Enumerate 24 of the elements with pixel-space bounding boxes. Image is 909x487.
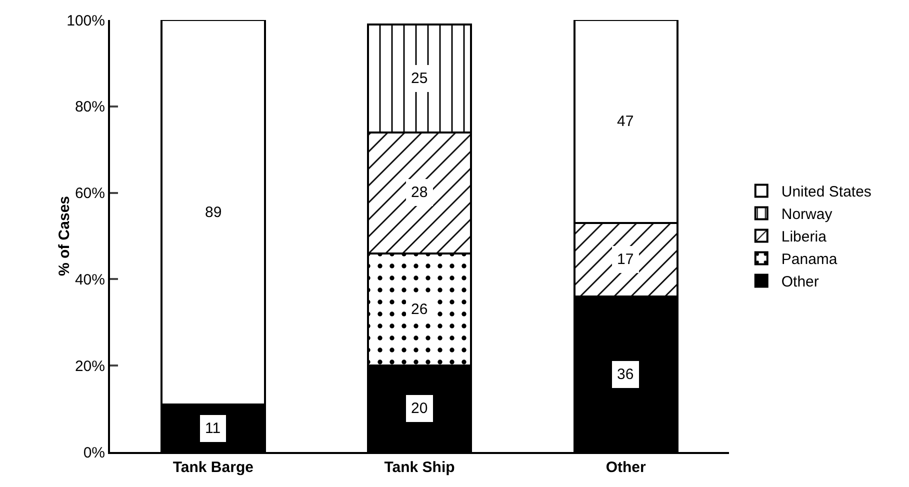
x-tick-label: Tank Barge (172, 459, 254, 476)
legend-label: Other (781, 274, 819, 291)
y-tick-label: 60% (74, 185, 105, 202)
data-label: 36 (617, 366, 634, 383)
data-label: 26 (411, 301, 428, 318)
data-label: 17 (617, 251, 634, 268)
data-label: 20 (411, 400, 428, 417)
text: Panama (781, 251, 838, 268)
x-tick-label: Tank Ship (384, 459, 455, 476)
legend-label: United States (781, 184, 872, 201)
x-tick-label: Other (606, 459, 646, 476)
y-tick-label: 40% (74, 271, 105, 288)
data-label: 89 (205, 204, 222, 221)
y-tick-label: 100% (66, 12, 105, 30)
y-tick-label: 20% (74, 358, 105, 375)
data-label: 47 (617, 113, 634, 130)
text: Norway (781, 206, 833, 224)
y-tick-label: 80% (74, 98, 105, 116)
y-tick-label: 0% (83, 444, 105, 462)
data-label: 25 (411, 70, 428, 87)
data-label: 28 (411, 184, 428, 201)
data-label: 11 (205, 420, 221, 437)
y-axis-title: % of Cases (56, 196, 73, 276)
text: Liberia (781, 228, 828, 246)
